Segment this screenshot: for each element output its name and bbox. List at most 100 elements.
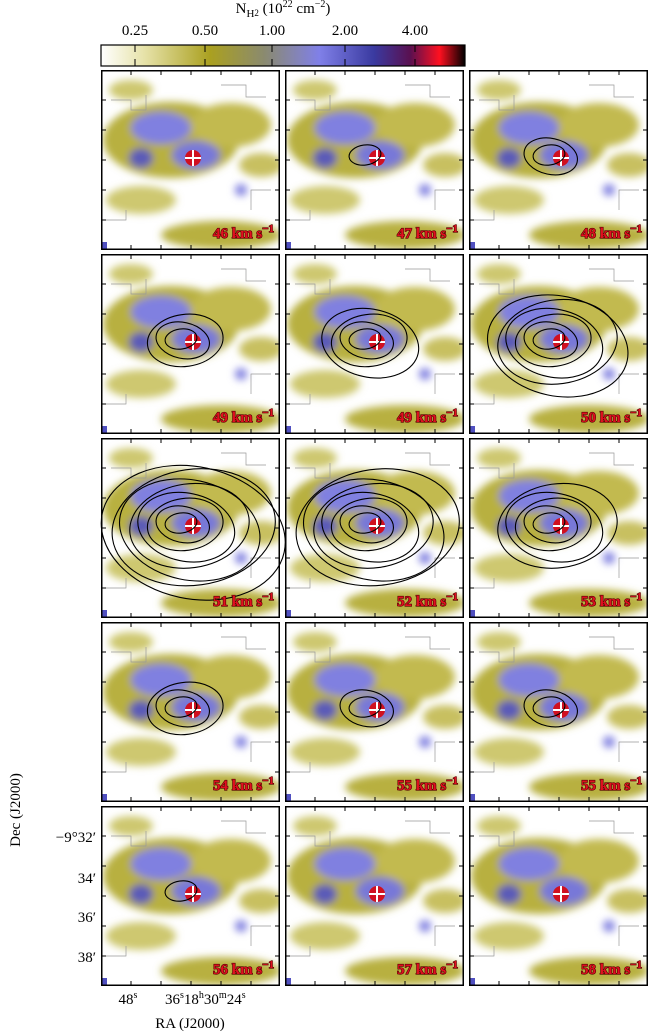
- contour: [295, 468, 460, 587]
- colorbar: [100, 44, 466, 67]
- colorbar-tick-label: 1.00: [259, 23, 285, 39]
- velocity-label: 53 km s−1: [581, 591, 642, 610]
- colorbar-tick-label: 4.00: [402, 23, 428, 39]
- velocity-label: 57 km s−1: [397, 959, 458, 978]
- text-part: s: [242, 990, 246, 1001]
- contour: [330, 497, 408, 552]
- contour: [497, 482, 618, 569]
- contour: [321, 307, 420, 379]
- contour: [321, 491, 420, 563]
- text-part: 55 km s: [581, 778, 630, 794]
- contour: [532, 328, 566, 350]
- text-part: s: [134, 990, 138, 1001]
- channel-map: [101, 70, 283, 250]
- text-part: 48 km s: [581, 226, 630, 242]
- velocity-label: 54 km s−1: [213, 775, 274, 794]
- text-part: H: [246, 8, 254, 20]
- velocity-label: 46 km s−1: [213, 223, 274, 242]
- text-part: h: [199, 990, 204, 1001]
- contour: [164, 512, 198, 534]
- channel-map: [285, 622, 467, 802]
- text-part: 46 km s: [213, 226, 262, 242]
- text-part: −1: [630, 407, 642, 419]
- text-part: −1: [630, 591, 642, 603]
- contour: [348, 328, 382, 350]
- channel-map: [285, 70, 467, 250]
- text-part: 49 km s: [213, 410, 262, 426]
- x-tick-label: 36s18h30m24s: [165, 990, 246, 1008]
- text-part: 18: [184, 992, 199, 1008]
- contour: [137, 491, 236, 563]
- colorbar-tick-label: 0.50: [192, 23, 218, 39]
- text-part: 56 km s: [213, 962, 262, 978]
- contour: [532, 512, 566, 534]
- velocity-label: 48 km s−1: [581, 223, 642, 242]
- text-part: 55 km s: [397, 778, 446, 794]
- contour: [155, 321, 210, 360]
- y-axis-label: Dec (J2000): [8, 773, 24, 847]
- text-part: 57 km s: [397, 962, 446, 978]
- velocity-label: 49 km s−1: [397, 407, 458, 426]
- text-part: −1: [262, 407, 274, 419]
- contour: [514, 497, 592, 552]
- text-part: 58 km s: [581, 962, 630, 978]
- velocity-label: 56 km s−1: [213, 959, 274, 978]
- channel-map: [469, 254, 651, 434]
- channel-map: [285, 438, 467, 618]
- contour: [523, 321, 578, 360]
- y-tick-label: 38′: [78, 950, 96, 966]
- y-tick-label: −9°32′: [56, 830, 96, 846]
- text-part: −1: [630, 223, 642, 235]
- text-part: −1: [262, 223, 274, 235]
- text-part: −1: [446, 223, 458, 235]
- velocity-label: 55 km s−1: [397, 775, 458, 794]
- contour: [532, 696, 566, 718]
- contour: [532, 144, 566, 166]
- text-part: −1: [446, 775, 458, 787]
- colorbar-tick-label: 0.25: [122, 23, 148, 39]
- channel-map: [285, 254, 467, 434]
- channel-map: [469, 438, 651, 618]
- contour: [514, 313, 592, 368]
- text-part: 24: [227, 992, 243, 1008]
- contour: [348, 696, 382, 718]
- channel-map: [101, 438, 283, 618]
- velocity-label: 47 km s−1: [397, 223, 458, 242]
- channel-map: [101, 806, 283, 986]
- x-axis-label: RA (J2000): [155, 1016, 225, 1032]
- contour: [129, 482, 250, 569]
- text-part: −1: [262, 591, 274, 603]
- contour: [523, 505, 578, 544]
- colorbar-tick-label: 2.00: [332, 23, 358, 39]
- text-part: −1: [446, 407, 458, 419]
- contour: [330, 313, 408, 368]
- text-part: 51 km s: [213, 594, 262, 610]
- contour: [505, 307, 604, 379]
- text-part: −1: [630, 959, 642, 971]
- text-part: 54 km s: [213, 778, 262, 794]
- y-tick-label: 34′: [78, 871, 96, 887]
- text-part: 2: [254, 8, 259, 18]
- contour: [155, 505, 210, 544]
- contour: [497, 298, 618, 385]
- contour: [523, 137, 578, 176]
- text-part: m: [219, 990, 227, 1001]
- text-part: 48: [119, 992, 134, 1008]
- contour: [146, 497, 224, 552]
- channel-map: [469, 70, 651, 250]
- contour: [146, 313, 224, 368]
- velocity-label: 55 km s−1: [581, 775, 642, 794]
- contour: [118, 478, 261, 582]
- velocity-label: 52 km s−1: [397, 591, 458, 610]
- text-part: −1: [262, 959, 274, 971]
- text-part: s: [180, 990, 184, 1001]
- text-part: −1: [630, 775, 642, 787]
- text-part: −1: [262, 775, 274, 787]
- contour: [339, 505, 394, 544]
- contour: [164, 328, 198, 350]
- text-part: 22: [283, 0, 293, 10]
- text-part: 50 km s: [581, 410, 630, 426]
- contour: [302, 478, 445, 582]
- contour: [348, 512, 382, 534]
